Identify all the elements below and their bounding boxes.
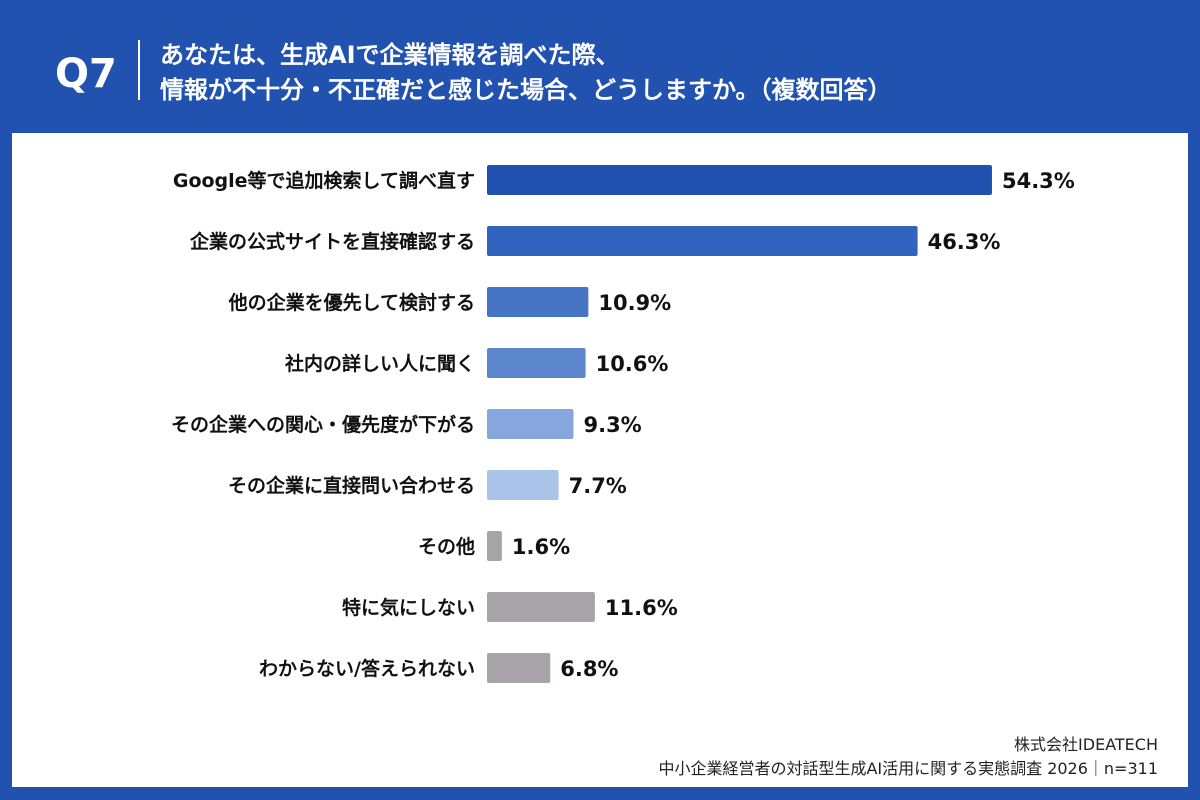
question-text: あなたは、生成AIで企業情報を調べた際、 情報が不十分・不正確だと感じた場合、ど… [160, 38, 892, 108]
value-label: 54.3% [1002, 169, 1075, 193]
bar [487, 287, 589, 317]
category-label: その企業への関心・優先度が下がる [171, 413, 475, 436]
bar-chart: Google等で追加検索して調べ直す 54.3% 企業の公式サイトを直接確認する 46… [171, 165, 1075, 683]
company-name: 株式会社IDEATECH [1014, 735, 1158, 754]
category-label: 他の企業を優先して検討する [228, 291, 475, 314]
bar [487, 653, 551, 683]
value-label: 11.6% [605, 596, 678, 620]
value-label: 10.6% [596, 352, 669, 376]
question-line-2: 情報が不十分・不正確だと感じた場合、どうしますか。（複数回答） [160, 76, 892, 104]
category-label: 企業の公式サイトを直接確認する [189, 230, 475, 253]
chart-panel: Google等で追加検索して調べ直す 54.3% 企業の公式サイトを直接確認する 46… [12, 133, 1188, 787]
value-label: 10.9% [598, 291, 671, 315]
header: Q7 あなたは、生成AIで企業情報を調べた際、 情報が不十分・不正確だと感じた場… [0, 0, 1200, 130]
header-divider [138, 40, 140, 100]
question-number: Q7 [55, 51, 117, 97]
category-label: 特に気にしない [342, 596, 475, 619]
survey-info: 中小企業経営者の対話型生成AI活用に関する実態調査 2026｜n=311 [658, 759, 1158, 778]
category-label: その他 [418, 535, 475, 558]
footer: 株式会社IDEATECH 中小企業経営者の対話型生成AI活用に関する実態調査 2… [658, 733, 1158, 781]
bar [487, 470, 559, 500]
value-label: 9.3% [583, 413, 641, 437]
bar [487, 592, 595, 622]
value-label: 7.7% [569, 474, 627, 498]
bar [487, 226, 918, 256]
category-label: Google等で追加検索して調べ直す [173, 169, 475, 192]
bar [487, 531, 502, 561]
value-label: 1.6% [512, 535, 570, 559]
category-label: 社内の詳しい人に聞く [284, 352, 475, 375]
value-label: 6.8% [560, 657, 618, 681]
bar [487, 409, 574, 439]
bar [487, 348, 586, 378]
value-label: 46.3% [928, 230, 1001, 254]
category-label: その企業に直接問い合わせる [228, 474, 475, 497]
question-line-1: あなたは、生成AIで企業情報を調べた際、 [160, 41, 620, 69]
bar [487, 165, 992, 195]
category-label: わからない/答えられない [259, 657, 475, 680]
